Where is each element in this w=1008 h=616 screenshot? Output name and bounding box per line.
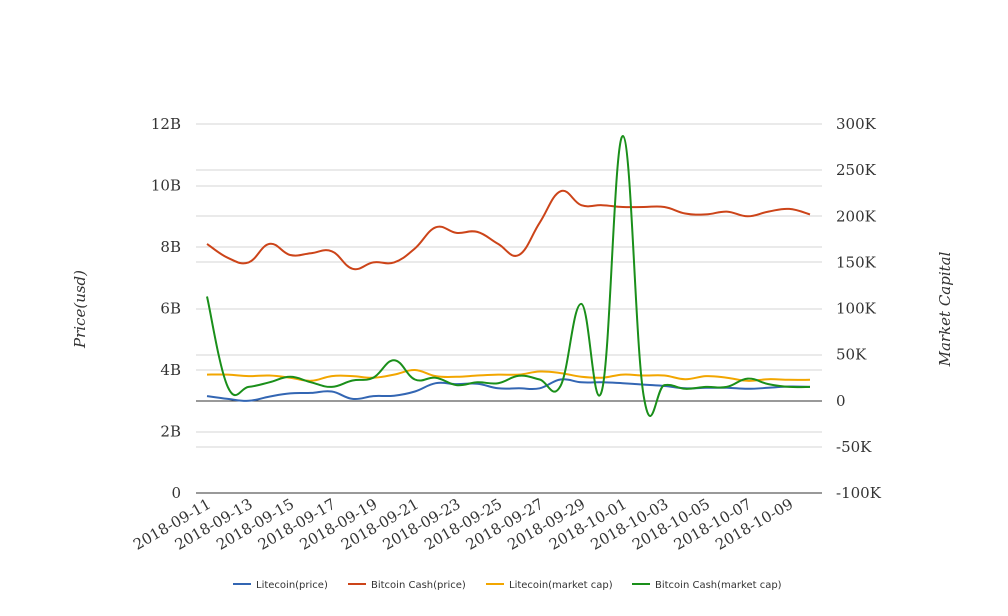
left-y-tick-label: 2B [160, 423, 181, 441]
legend-label-litecoin-price: Litecoin(price) [256, 580, 328, 591]
right-y-ticks: -100K -50K 0 50K 100K 150K 200K 250K 300K [836, 115, 882, 502]
left-y-tick-label: 0 [171, 484, 181, 502]
right-y-tick-label: 200K [836, 207, 877, 225]
right-y-tick-label: -100K [836, 484, 882, 502]
left-y-tick-label: 12B [151, 115, 181, 133]
grid-lines [196, 123, 822, 448]
x-ticks: 2018-09-112018-09-132018-09-152018-09-17… [130, 495, 796, 554]
series-lines [206, 134, 811, 417]
series-line-litecoin-price [206, 378, 811, 402]
left-y-ticks: 0 2B 4B 6B 8B 10B 12B [151, 115, 181, 502]
left-axis-title: Price(usd) [71, 270, 89, 349]
right-y-tick-label: 300K [836, 115, 877, 133]
right-y-tick-label: 150K [836, 253, 877, 271]
series-line-bitcoin-cash-price [206, 189, 811, 271]
axes [196, 400, 822, 494]
right-y-tick-label: 0 [836, 392, 846, 410]
legend-label-bitcoin-cash-price: Bitcoin Cash(price) [371, 580, 466, 591]
left-y-tick-label: 4B [160, 361, 181, 379]
legend-label-bitcoin-cash-market-cap: Bitcoin Cash(market cap) [655, 580, 782, 591]
right-y-tick-label: -50K [836, 438, 872, 456]
legend: Litecoin(price) Bitcoin Cash(price) Liteco… [233, 580, 782, 591]
left-y-tick-label: 10B [151, 177, 181, 195]
right-y-tick-label: 50K [836, 346, 867, 364]
left-y-tick-label: 8B [160, 238, 181, 256]
legend-label-litecoin-market-cap: Litecoin(market cap) [509, 580, 613, 591]
right-y-tick-label: 250K [836, 161, 877, 179]
right-axis-title: Market Capital [936, 251, 954, 367]
right-y-tick-label: 100K [836, 300, 877, 318]
left-y-tick-label: 6B [160, 300, 181, 318]
series-line-bitcoin-cash-market-cap [206, 134, 811, 417]
